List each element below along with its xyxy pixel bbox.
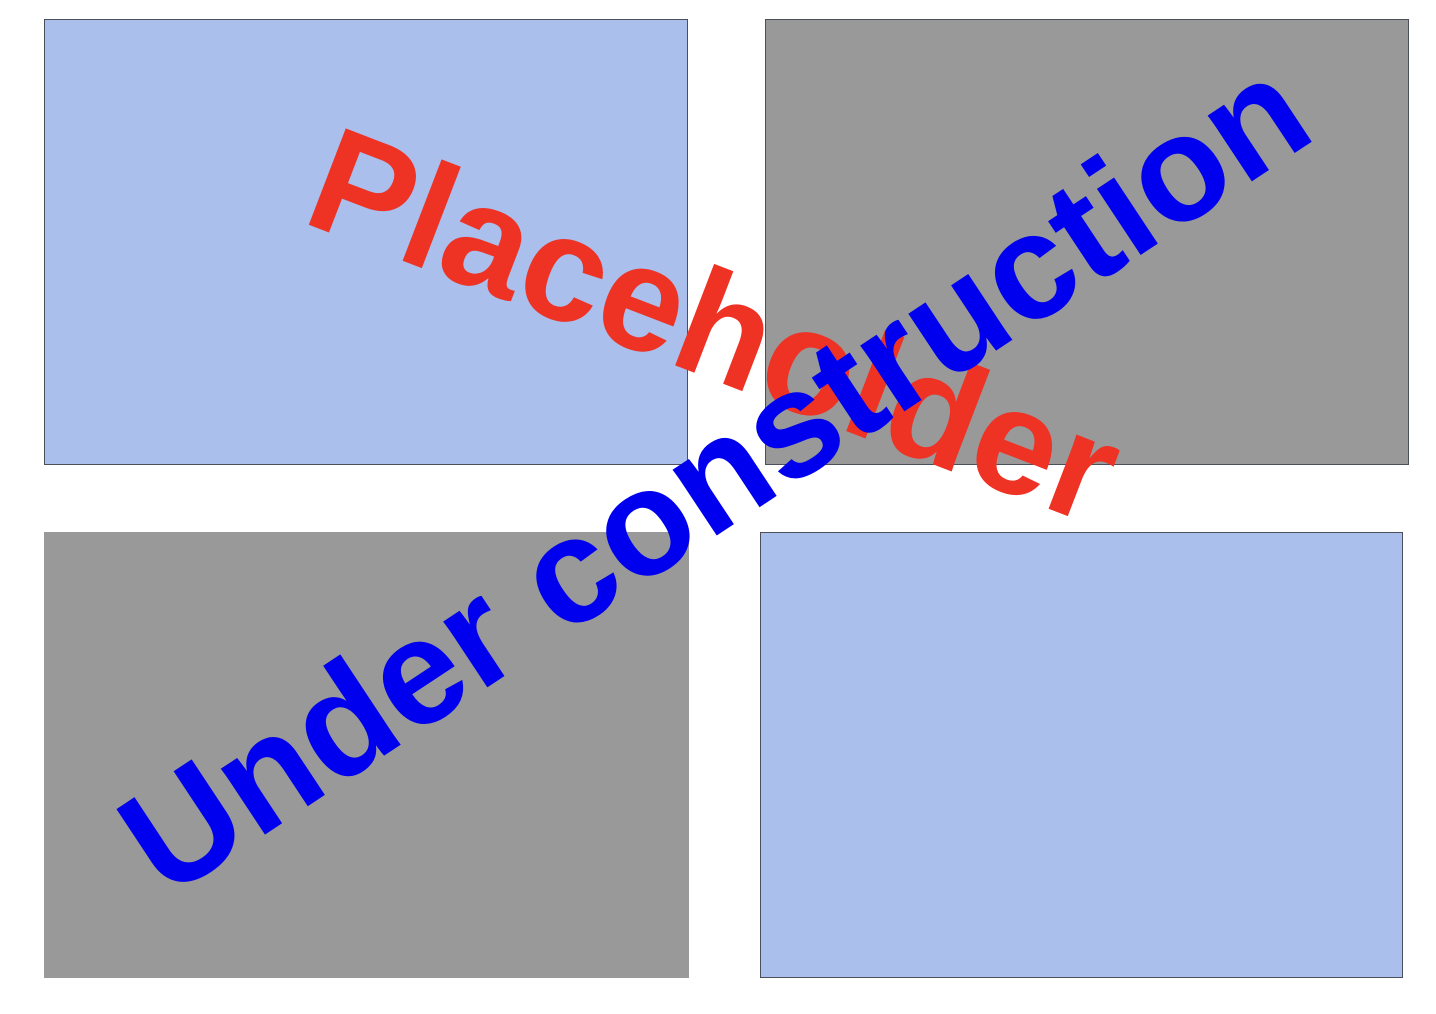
bottom-left-panel [44,532,689,978]
top-right-panel [765,19,1409,465]
top-left-panel [44,19,688,465]
bottom-right-panel [760,532,1403,978]
